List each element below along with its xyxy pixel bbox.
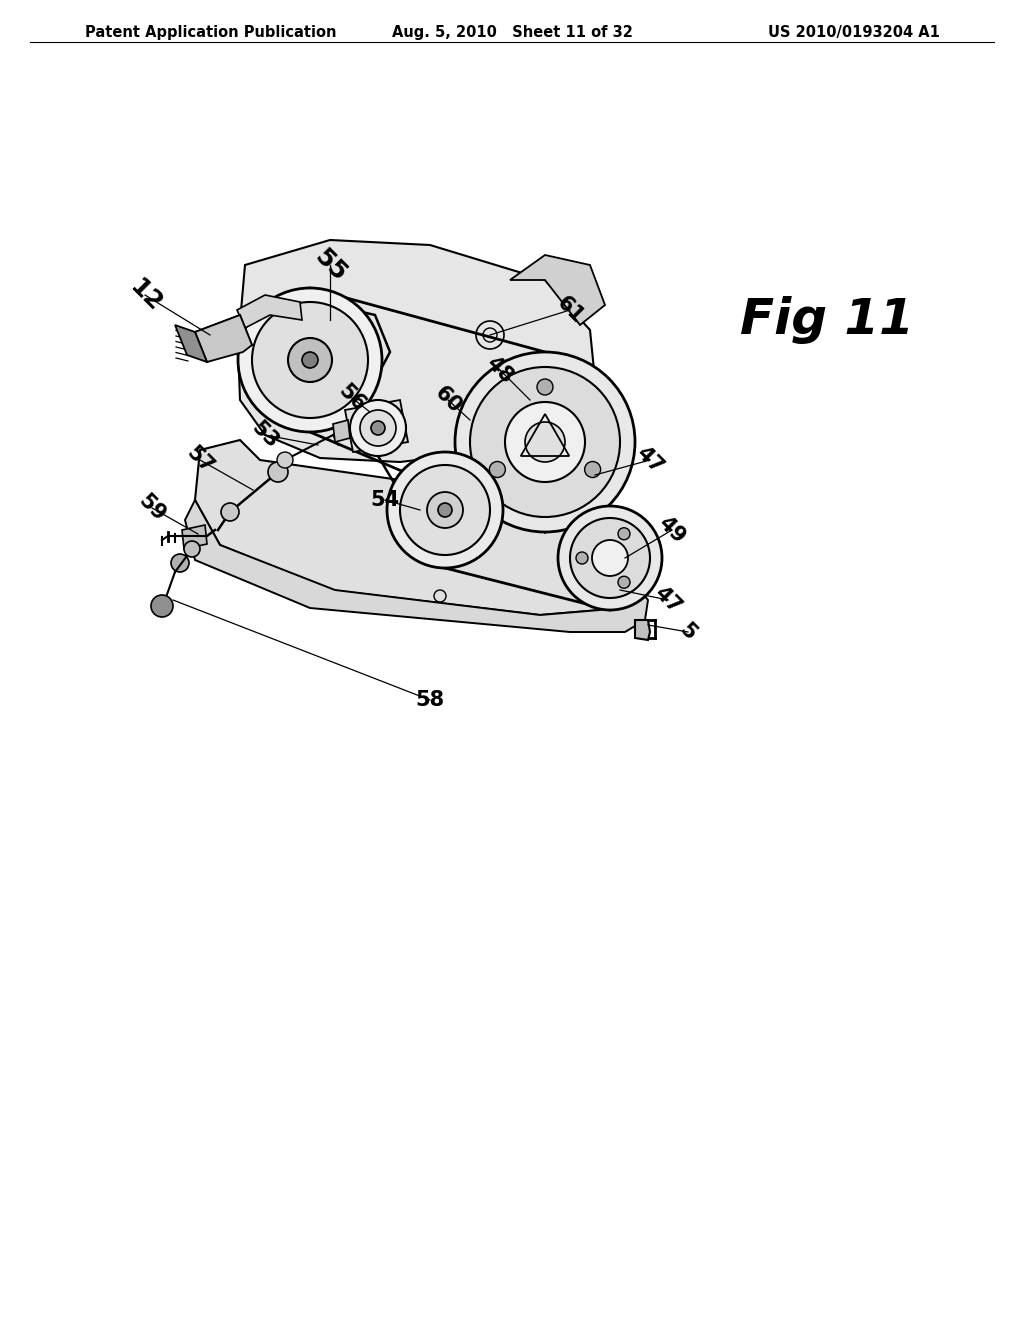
- Polygon shape: [182, 525, 207, 549]
- Text: 56: 56: [335, 380, 370, 416]
- Circle shape: [570, 517, 650, 598]
- Text: 47: 47: [633, 442, 668, 478]
- Circle shape: [288, 338, 332, 381]
- Circle shape: [575, 552, 588, 564]
- Polygon shape: [345, 400, 408, 451]
- Circle shape: [470, 367, 620, 517]
- Text: 59: 59: [134, 491, 169, 525]
- Circle shape: [221, 503, 239, 521]
- Polygon shape: [195, 315, 252, 362]
- Polygon shape: [237, 294, 302, 327]
- Polygon shape: [238, 240, 595, 462]
- Text: 12: 12: [124, 275, 166, 315]
- Polygon shape: [635, 620, 650, 640]
- Text: US 2010/0193204 A1: US 2010/0193204 A1: [768, 25, 940, 41]
- Circle shape: [302, 352, 318, 368]
- Text: 5: 5: [676, 620, 700, 644]
- Circle shape: [360, 411, 396, 446]
- Text: 60: 60: [431, 383, 465, 417]
- Circle shape: [350, 400, 406, 455]
- Text: 54: 54: [371, 490, 399, 510]
- Text: Patent Application Publication: Patent Application Publication: [85, 25, 337, 41]
- Circle shape: [184, 541, 200, 557]
- Circle shape: [278, 451, 293, 469]
- Circle shape: [525, 422, 565, 462]
- Circle shape: [489, 462, 506, 478]
- Circle shape: [400, 465, 490, 554]
- Text: 47: 47: [650, 582, 685, 618]
- Circle shape: [618, 577, 630, 589]
- Polygon shape: [185, 500, 648, 632]
- Polygon shape: [333, 420, 350, 442]
- Polygon shape: [510, 255, 605, 325]
- Circle shape: [268, 462, 288, 482]
- Text: Fig 11: Fig 11: [740, 296, 913, 345]
- Circle shape: [537, 379, 553, 395]
- Circle shape: [618, 528, 630, 540]
- Circle shape: [438, 503, 452, 517]
- Text: 53: 53: [248, 417, 283, 453]
- Circle shape: [592, 540, 628, 576]
- Text: Aug. 5, 2010   Sheet 11 of 32: Aug. 5, 2010 Sheet 11 of 32: [391, 25, 633, 41]
- Text: 49: 49: [654, 512, 689, 548]
- Polygon shape: [175, 325, 207, 362]
- Circle shape: [252, 302, 368, 418]
- Text: 48: 48: [482, 352, 517, 387]
- Text: 58: 58: [416, 690, 444, 710]
- Circle shape: [151, 595, 173, 616]
- Text: 57: 57: [182, 442, 217, 478]
- Text: 61: 61: [553, 293, 588, 327]
- Circle shape: [171, 554, 189, 572]
- Circle shape: [238, 288, 382, 432]
- Circle shape: [585, 462, 601, 478]
- Circle shape: [371, 421, 385, 436]
- Circle shape: [455, 352, 635, 532]
- Circle shape: [427, 492, 463, 528]
- Polygon shape: [195, 440, 655, 615]
- Text: 55: 55: [309, 244, 351, 285]
- Circle shape: [387, 451, 503, 568]
- Polygon shape: [195, 315, 252, 362]
- Circle shape: [558, 506, 662, 610]
- Circle shape: [505, 403, 585, 482]
